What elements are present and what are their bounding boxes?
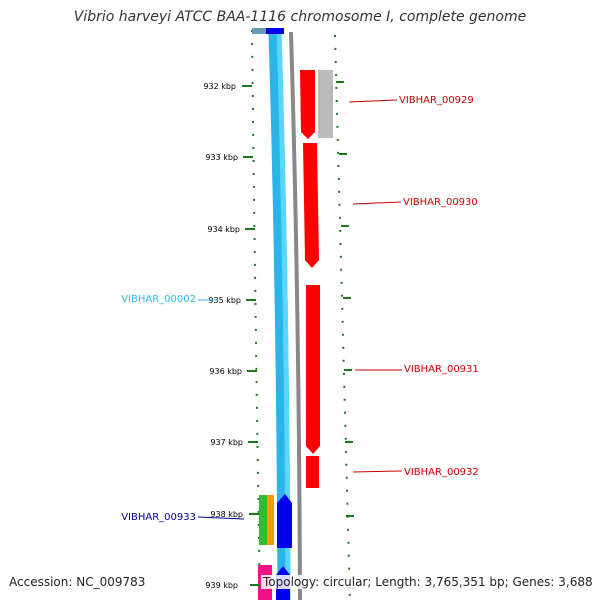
gene-label-vibhar-00929[interactable]: VIBHAR_00929	[399, 95, 474, 106]
outer-backbone	[334, 34, 351, 600]
gene-orange[interactable]	[267, 495, 274, 545]
topology-text: Topology: circular; Length: 3,765,351 bp…	[261, 575, 595, 589]
tick-label-936: 936 kbp	[209, 367, 242, 376]
tick-label-939: 939 kbp	[205, 581, 238, 590]
tick-label-938: 938 kbp	[210, 510, 243, 519]
gene-vibhar-00932[interactable]	[306, 456, 319, 488]
gene-label-vibhar-00930[interactable]: VIBHAR_00930	[403, 197, 478, 208]
label-leaders	[197, 99, 403, 520]
outer-ticks	[336, 81, 355, 589]
tick-label-932: 932 kbp	[203, 82, 236, 91]
gene-label-vibhar-00002[interactable]: VIBHAR_00002	[121, 294, 196, 305]
strand-line	[289, 31, 302, 600]
gene-label-vibhar-00932[interactable]: VIBHAR_00932	[404, 467, 479, 478]
gene-label-vibhar-00933[interactable]: VIBHAR_00933	[121, 512, 196, 523]
gene-green[interactable]	[259, 495, 267, 545]
tick-label-933: 933 kbp	[205, 153, 238, 162]
gene-grey-00929-pair[interactable]	[318, 70, 333, 138]
accession-text: Accession: NC_009783	[9, 575, 146, 589]
tick-label-934: 934 kbp	[207, 225, 240, 234]
gene-vibhar-00933[interactable]	[277, 494, 292, 548]
gene-vibhar-00931[interactable]	[306, 285, 320, 454]
gene-vibhar-00930[interactable]	[303, 143, 319, 268]
inner-ticks	[242, 85, 260, 586]
gene-top-steel[interactable]	[252, 28, 266, 34]
map-title: Vibrio harveyi ATCC BAA-1116 chromosome …	[73, 9, 527, 25]
tick-label-935: 935 kbp	[208, 296, 241, 305]
gene-vibhar-00929[interactable]	[300, 70, 315, 139]
gene-label-vibhar-00931[interactable]: VIBHAR_00931	[404, 364, 479, 375]
gene-top-blue[interactable]	[266, 28, 284, 34]
tick-label-937: 937 kbp	[210, 438, 243, 447]
